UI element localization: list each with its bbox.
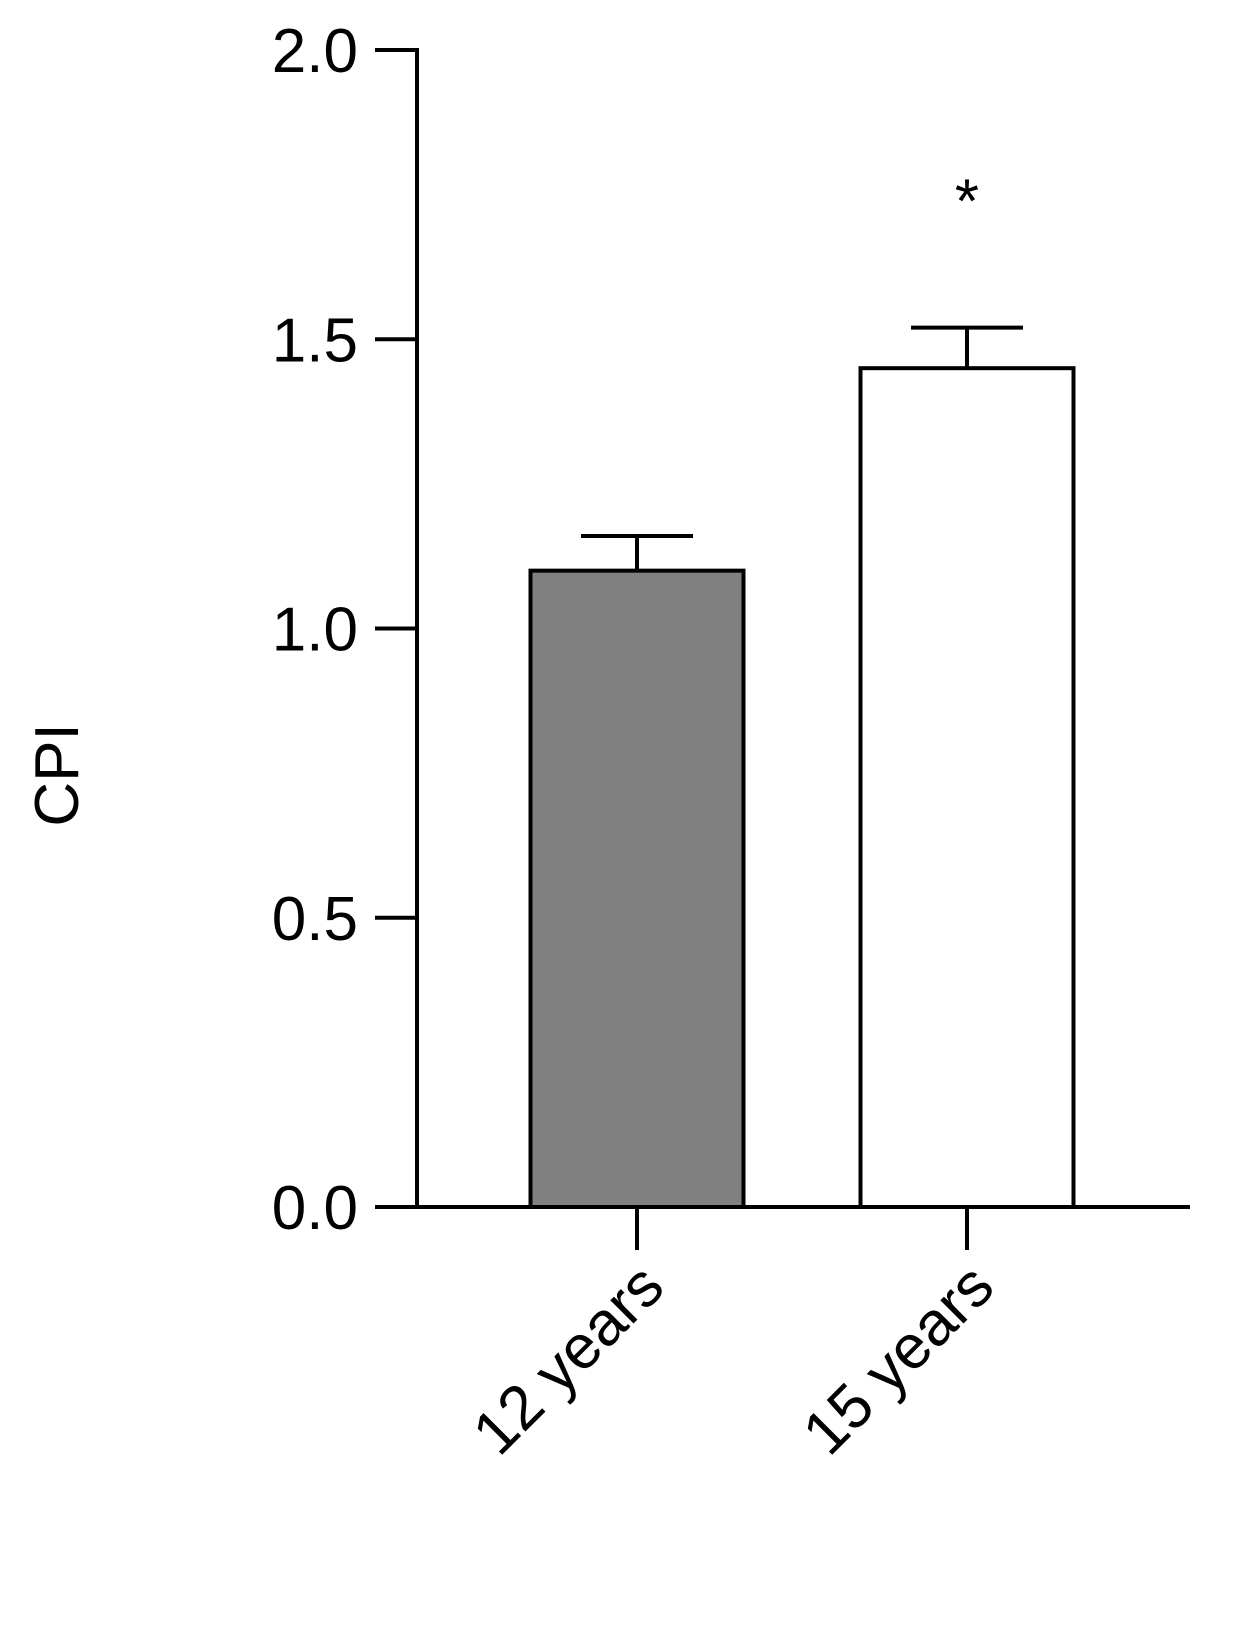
y-tick-label: 1.5	[272, 306, 358, 375]
bar	[528, 568, 746, 1209]
x-tick-label: 12 years	[460, 1251, 677, 1468]
y-tick-label: 0.0	[272, 1174, 358, 1243]
x-tick-label: 15 years	[790, 1251, 1007, 1468]
y-tick-label: 0.5	[272, 885, 358, 954]
y-tick-label: 1.0	[272, 596, 358, 665]
significance-label: *	[955, 168, 979, 237]
bar	[858, 366, 1076, 1209]
y-axis-label: CPI	[23, 723, 92, 826]
y-tick-label: 2.0	[272, 17, 358, 86]
